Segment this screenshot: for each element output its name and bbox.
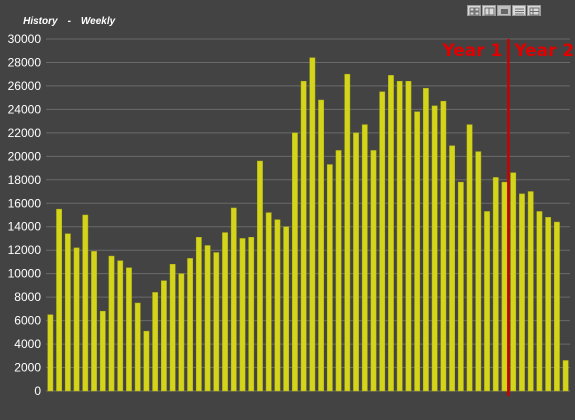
bar — [257, 160, 263, 392]
bar — [440, 100, 447, 392]
y-tick-label: 18000 — [8, 173, 42, 187]
bar — [283, 226, 290, 392]
bar — [82, 214, 89, 392]
bar — [501, 181, 508, 392]
bar — [519, 193, 525, 392]
bar — [414, 111, 421, 392]
bar-view-icon — [501, 9, 508, 14]
bar — [204, 245, 211, 392]
y-tick-label: 6000 — [14, 314, 41, 328]
bar — [152, 292, 159, 392]
y-tick-label: 14000 — [8, 220, 42, 234]
bar — [73, 247, 80, 392]
title-separator: - — [67, 16, 71, 27]
bar — [300, 80, 307, 392]
grid-view-button[interactable] — [467, 5, 481, 16]
bar — [108, 255, 115, 392]
table-view-button[interactable] — [527, 5, 541, 16]
bar — [527, 191, 534, 392]
bar — [484, 211, 490, 392]
bar — [388, 75, 394, 392]
bar — [545, 217, 552, 392]
bar — [117, 260, 124, 392]
y-tick-label: 2000 — [14, 361, 41, 375]
bar — [91, 251, 97, 392]
y-tick-label: 22000 — [8, 126, 42, 140]
bar — [457, 181, 464, 392]
bar — [161, 280, 167, 392]
bar — [248, 237, 255, 392]
bar — [475, 151, 482, 392]
bar — [292, 132, 298, 392]
bar — [195, 237, 202, 392]
y-tick-label: 12000 — [8, 243, 42, 257]
y-tick-label: 10000 — [8, 267, 42, 281]
bar — [56, 208, 62, 392]
bar — [309, 57, 316, 392]
bar — [335, 150, 342, 392]
year-1-label: Year 1 — [441, 41, 502, 61]
bar — [134, 302, 141, 392]
bar — [126, 267, 132, 392]
bar — [143, 330, 150, 392]
y-tick-label: 4000 — [14, 337, 41, 351]
y-tick-label: 30000 — [8, 32, 42, 46]
bar — [466, 124, 473, 392]
bar — [536, 211, 543, 392]
bar — [265, 212, 272, 392]
year-2-label: Year 2 — [513, 41, 574, 61]
view-toggle-group — [467, 5, 541, 17]
bar — [423, 88, 429, 392]
bar — [492, 177, 499, 392]
list-view-button[interactable] — [512, 5, 526, 16]
bar — [396, 80, 403, 392]
page-title: History — [23, 16, 58, 27]
grid-view-icon — [469, 7, 480, 16]
bar-view-button[interactable] — [497, 5, 511, 16]
bar — [169, 264, 176, 392]
bar — [178, 273, 185, 392]
y-tick-label: 0 — [34, 384, 41, 398]
bar — [405, 80, 412, 392]
chart-view-button[interactable] — [482, 5, 496, 16]
y-tick-label: 16000 — [8, 196, 42, 210]
bar — [318, 99, 324, 392]
bar — [431, 105, 438, 392]
y-tick-label: 24000 — [8, 102, 42, 116]
y-tick-label: 20000 — [8, 149, 42, 163]
bar — [510, 172, 517, 392]
bar — [326, 164, 333, 392]
bar — [64, 233, 71, 392]
header: History - Weekly — [12, 5, 115, 27]
bar — [274, 219, 281, 392]
period-label: Weekly — [80, 16, 116, 27]
bar — [562, 360, 569, 392]
bar — [449, 145, 455, 392]
bar — [230, 207, 237, 392]
y-tick-label: 8000 — [14, 290, 41, 304]
bar — [554, 221, 560, 392]
chart-view-icon — [484, 7, 495, 16]
bar — [239, 238, 246, 392]
list-view-icon — [515, 8, 524, 15]
y-tick-label: 26000 — [8, 79, 42, 93]
bar — [353, 132, 359, 392]
bar — [344, 73, 351, 392]
bar — [222, 232, 228, 392]
table-view-icon — [529, 7, 540, 16]
bar — [47, 314, 54, 392]
bar — [379, 91, 386, 392]
y-tick-label: 28000 — [8, 55, 42, 69]
bar — [370, 150, 377, 392]
bar — [213, 252, 220, 392]
bar — [187, 258, 193, 392]
bar — [99, 310, 106, 392]
bar — [361, 124, 368, 392]
